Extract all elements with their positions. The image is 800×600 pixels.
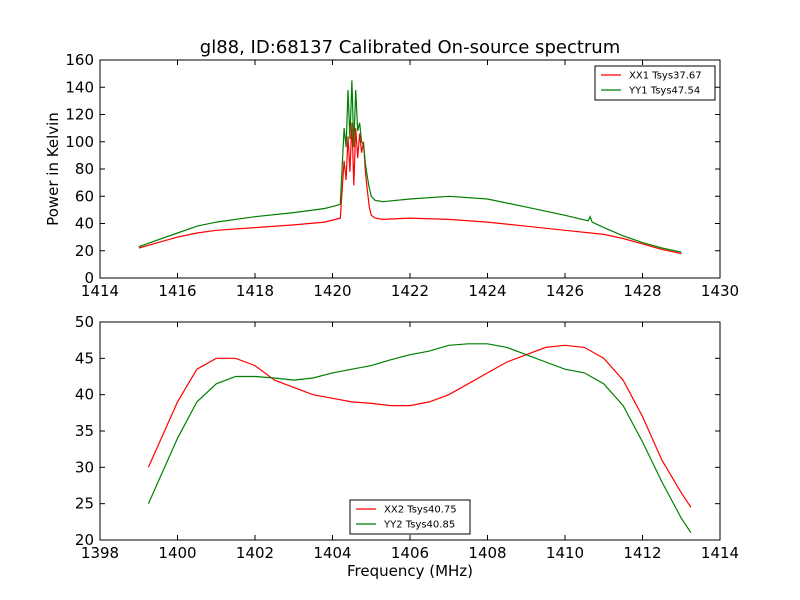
y-tick-label: 60 [75,187,94,205]
x-tick-label: 1412 [623,544,661,562]
y-tick-label: 20 [75,531,94,549]
top-plot-panel: 1414 1416 1418 1420 1422 1424 1426 1428 1430 0 20 4… [44,51,739,300]
y-tick-label: 160 [65,51,94,69]
y-tick-label: 100 [65,133,94,151]
legend-label: XX1 Tsys37.67 [629,71,702,82]
x-tick-label: 1420 [313,282,351,300]
legend-label: XX2 Tsys40.75 [384,505,457,516]
y-tick-label: 0 [84,269,94,287]
x-tick-label: 1426 [546,282,584,300]
y-tick-label: 25 [75,495,94,513]
x-tick-label: 1424 [468,282,506,300]
x-tick-label: 1428 [623,282,661,300]
y-tick-label: 140 [65,78,94,96]
legend-label: YY1 Tsys47.54 [628,86,700,97]
x-tick-label: 1418 [236,282,274,300]
legend: XX1 Tsys37.67 YY1 Tsys47.54 [594,65,716,101]
y-tick-label: 40 [75,386,94,404]
legend-label: YY2 Tsys40.85 [383,520,455,531]
x-tick-label: 1422 [391,282,429,300]
x-tick-label: 1400 [158,544,196,562]
y-tick-label: 120 [65,106,94,124]
y-tick-label: 45 [75,349,94,367]
y-tick-label: 50 [75,313,94,331]
series-line-xx-panel-2 [147,344,692,508]
series-line-xx-panel-1 [138,122,682,255]
y-tick-label: 35 [75,422,94,440]
legend: XX2 Tsys40.75 YY2 Tsys40.85 [349,499,471,535]
x-tick-label: 1414 [701,544,739,562]
x-tick-label: 1402 [236,544,274,562]
y-tick-label: 40 [75,215,94,233]
y-tick-label: 80 [75,160,94,178]
y-tick-label: 30 [75,458,94,476]
x-tick-label: 1404 [313,544,351,562]
x-tick-label: 1406 [391,544,429,562]
x-tick-label: 1414 [81,282,119,300]
x-tick-label: 1408 [468,544,506,562]
legend-box [349,499,471,535]
x-axis-label: Frequency (MHz) [347,562,473,580]
x-tick-label: 1410 [546,544,584,562]
x-tick-label: 1416 [158,282,196,300]
figure-title: gl88, ID:68137 Calibrated On-source spec… [200,37,620,58]
x-tick-label: 1398 [81,544,119,562]
legend-box [594,65,716,101]
series-line-yy-panel-1 [138,80,682,253]
y-tick-label: 20 [75,242,94,260]
y-axis-label: Power in Kelvin [44,112,62,226]
x-tick-label: 1430 [701,282,739,300]
series-line-yy-panel-2 [147,343,692,534]
bottom-plot-panel: 1398 1400 1402 1404 1406 1408 1410 1412 1414 20 25… [75,313,739,580]
